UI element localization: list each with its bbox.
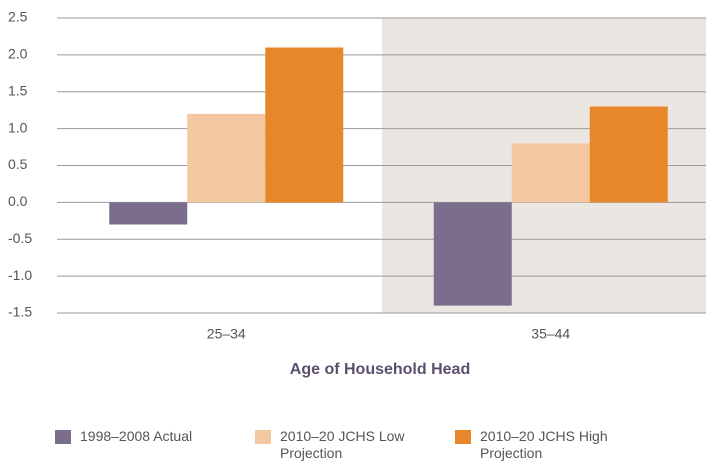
y-tick-label: 1.0 — [8, 119, 28, 135]
legend-swatch — [55, 430, 71, 444]
legend: 1998–2008 Actual 2010–20 JCHS Low Project… — [55, 428, 655, 462]
bar — [433, 202, 512, 306]
bar — [109, 202, 188, 225]
x-tick-label: 25–34 — [207, 326, 246, 342]
y-tick-label: 0.5 — [8, 156, 28, 172]
legend-label: 2010–20 JCHS Low Projection — [280, 428, 405, 461]
bar — [187, 113, 266, 203]
legend-label: 2010–20 JCHS High Projection — [480, 428, 608, 461]
y-tick-label: 2.0 — [8, 46, 28, 62]
legend-swatch — [455, 430, 471, 444]
legend-item: 1998–2008 Actual — [55, 428, 225, 462]
bar — [265, 47, 344, 203]
x-axis-title: Age of Household Head — [290, 361, 470, 378]
y-tick-label: 0.0 — [8, 193, 28, 209]
legend-swatch — [255, 430, 271, 444]
y-tick-label: -1.0 — [8, 267, 32, 283]
bar — [511, 143, 590, 203]
y-tick-label: -0.5 — [8, 230, 32, 246]
y-tick-label: -1.5 — [8, 304, 32, 320]
legend-item: 2010–20 JCHS High Projection — [455, 428, 625, 462]
legend-item: 2010–20 JCHS Low Projection — [255, 428, 425, 462]
y-tick-label: 2.5 — [8, 9, 28, 25]
legend-label: 1998–2008 Actual — [80, 428, 193, 444]
y-tick-label: 1.5 — [8, 82, 28, 98]
x-tick-label: 35–44 — [531, 326, 570, 342]
bar — [589, 106, 668, 203]
